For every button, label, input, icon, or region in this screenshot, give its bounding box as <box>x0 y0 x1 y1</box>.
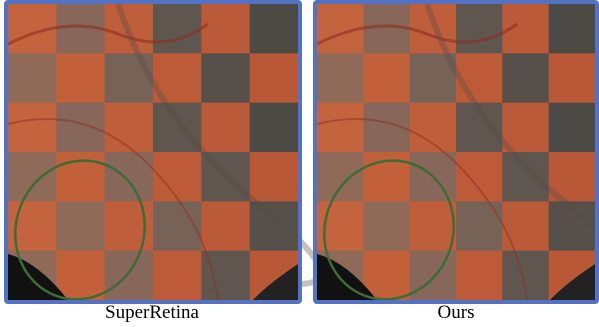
checker-cell <box>456 250 503 301</box>
checker-cell <box>153 53 202 104</box>
checker-cell <box>8 53 57 104</box>
checker-cell <box>409 4 457 54</box>
caption: SuperRetina <box>105 302 199 323</box>
checker-cell <box>548 201 596 252</box>
checker-cell <box>548 4 596 54</box>
checker-cell <box>548 152 596 202</box>
checker-cell <box>363 4 411 54</box>
vessel <box>316 22 518 46</box>
vessel <box>7 22 209 46</box>
checker-cell <box>201 152 251 202</box>
dark-corner <box>253 264 298 300</box>
panel-border <box>313 0 599 304</box>
checker-cell <box>456 152 503 202</box>
checker-cell <box>317 53 364 104</box>
checker-cell <box>8 102 57 153</box>
checker-cell <box>363 152 411 202</box>
checker-cell <box>502 152 550 202</box>
checker-cell <box>201 4 251 54</box>
checker-cell <box>104 250 154 301</box>
checker-cell <box>56 102 106 153</box>
checker-cell <box>409 201 457 252</box>
checker-cell <box>249 152 299 202</box>
checker-cell <box>104 4 154 54</box>
checker-cell <box>502 201 550 252</box>
checker-cell <box>456 102 503 153</box>
vessel <box>7 118 219 301</box>
vessel <box>316 118 528 301</box>
checker-cell <box>249 102 299 153</box>
checker-cell <box>56 53 106 104</box>
panel-border <box>4 0 302 304</box>
dark-corner <box>550 264 595 300</box>
checker-cell <box>8 152 57 202</box>
checker-cell <box>317 102 364 153</box>
checker-cell <box>104 102 154 153</box>
checker-cell <box>249 53 299 104</box>
checker-cell <box>363 250 411 301</box>
caption: Ours <box>438 302 475 323</box>
checker-cell <box>456 201 503 252</box>
panel-ours <box>313 0 599 304</box>
checker-cell <box>502 53 550 104</box>
checker-cell <box>363 53 411 104</box>
checker-cell <box>456 4 503 54</box>
checker-cell <box>201 102 251 153</box>
checker-cell <box>201 53 251 104</box>
vessel <box>424 3 599 287</box>
checker-cell <box>153 250 202 301</box>
checker-cell <box>201 201 251 252</box>
checker-cell <box>548 102 596 153</box>
checker-cell <box>456 53 503 104</box>
checker-cell <box>249 201 299 252</box>
checker-cell <box>56 201 106 252</box>
checker-cell <box>317 152 364 202</box>
checker-cell <box>363 201 411 252</box>
checker-cell <box>104 53 154 104</box>
checker-cell <box>409 53 457 104</box>
highlight-ellipse <box>14 159 146 301</box>
checker-cell <box>153 4 202 54</box>
checker-cell <box>104 152 154 202</box>
panel-superretina <box>4 0 324 304</box>
checker-cell <box>548 53 596 104</box>
checker-cell <box>502 102 550 153</box>
checker-cell <box>409 250 457 301</box>
checker-cell <box>153 102 202 153</box>
checker-cell <box>249 4 299 54</box>
checker-cell <box>56 250 106 301</box>
highlight-ellipse <box>323 159 455 301</box>
